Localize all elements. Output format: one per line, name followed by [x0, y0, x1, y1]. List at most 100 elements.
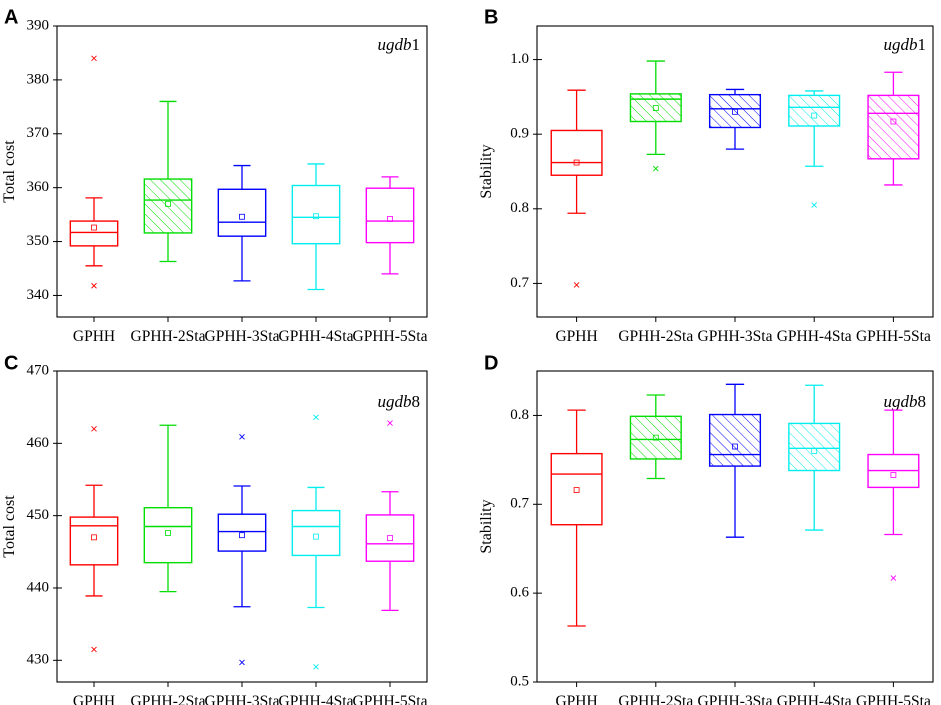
outlier-marker	[91, 646, 97, 653]
outlier-marker	[239, 659, 245, 666]
dataset-number: 8	[918, 392, 927, 411]
y-tick-label: 470	[27, 362, 50, 378]
mean-marker	[573, 159, 580, 166]
mean-marker	[165, 200, 171, 207]
y-tick-label: 430	[27, 652, 50, 668]
outlier-stroke	[387, 420, 393, 426]
x-category-label: GPHH-2Sta	[131, 693, 206, 705]
dataset-name: ugdb	[378, 35, 412, 54]
box-GPHH	[550, 409, 603, 627]
x-category-label: GPHH-5Sta	[353, 693, 428, 705]
x-category-label: GPHH-4Sta	[279, 693, 354, 705]
outlier-stroke	[239, 433, 245, 440]
box-iqr	[708, 413, 762, 467]
box-iqr	[143, 506, 193, 564]
dataset-name: ugdb	[378, 392, 412, 411]
mean-marker	[313, 533, 319, 540]
y-tick-label: 440	[27, 579, 50, 595]
x-category-label: GPHH-4Sta	[279, 328, 354, 345]
y-tick-label: 0.8	[510, 407, 529, 423]
box-GPHH-4Sta	[788, 90, 841, 208]
y-axis-title: Stability	[478, 499, 495, 553]
y-tick-label: 1.0	[510, 51, 529, 67]
mean-marker	[811, 112, 818, 119]
panel-letter: D	[484, 352, 498, 374]
outlier-stroke	[91, 55, 97, 62]
x-category-label: GPHH-2Sta	[131, 328, 206, 345]
outlier-stroke	[573, 282, 580, 288]
x-category-label: GPHH-5Sta	[856, 328, 931, 345]
dataset-annotation: ugdb1	[378, 35, 421, 54]
box-iqr	[69, 220, 119, 247]
box-GPHH-3Sta	[708, 383, 762, 538]
outlier-marker	[313, 663, 319, 670]
mean-marker	[811, 448, 818, 454]
panel-letter: A	[4, 6, 18, 28]
box-GPHH-4Sta	[291, 163, 341, 291]
x-category-label: GPHH	[73, 693, 115, 705]
x-category-label: GPHH-5Sta	[856, 693, 931, 705]
box-iqr	[708, 93, 762, 129]
y-axis-title: Total cost	[1, 495, 18, 558]
dataset-number: 8	[412, 392, 421, 411]
outlier-marker	[91, 55, 97, 62]
dataset-number: 1	[918, 35, 927, 54]
plot-frame	[536, 25, 934, 318]
x-category-label: GPHH	[73, 328, 115, 345]
box-GPHH-4Sta	[788, 384, 841, 531]
mean-marker	[732, 108, 738, 115]
panel-letter: C	[4, 352, 18, 374]
mean-marker	[387, 216, 393, 222]
x-category-label: GPHH-3Sta	[698, 328, 773, 345]
outlier-stroke	[313, 414, 319, 421]
mean-marker	[239, 213, 245, 220]
panel-D: D 0.5 0.6 0.7 0.8 GPHH GPHH-2Sta GPHH-3Sta GPHH-…	[478, 352, 934, 705]
box-iqr	[291, 184, 341, 245]
mean-marker	[313, 213, 319, 220]
outlier-stroke	[91, 282, 97, 289]
panel-letter: B	[484, 6, 498, 28]
box-GPHH-2Sta	[629, 394, 682, 480]
x-category-label: GPHH-4Sta	[777, 328, 852, 345]
y-tick-label: 460	[27, 435, 50, 451]
x-category-label: GPHH-3Sta	[698, 693, 773, 705]
y-tick-label: 450	[27, 507, 50, 523]
mean-marker	[239, 532, 245, 539]
mean-marker	[890, 472, 897, 478]
outlier-stroke	[91, 426, 97, 432]
y-tick-label: 350	[27, 233, 50, 249]
outlier-stroke	[890, 575, 897, 581]
box-GPHH-5Sta	[867, 71, 920, 186]
box-GPHH	[69, 55, 119, 289]
mean-marker	[91, 224, 97, 231]
outlier-stroke	[652, 165, 659, 172]
x-category-label: GPHH	[555, 328, 597, 345]
box-iqr	[291, 509, 341, 557]
box-iqr	[69, 516, 119, 566]
mean-marker	[652, 105, 659, 111]
box-GPHH-2Sta	[143, 100, 193, 263]
mean-marker	[165, 530, 171, 536]
box-iqr	[217, 513, 267, 552]
outlier-marker	[811, 202, 818, 208]
box-GPHH-5Sta	[365, 420, 415, 612]
box-GPHH	[69, 426, 119, 653]
outlier-stroke	[811, 202, 818, 208]
box-GPHH-3Sta	[217, 433, 267, 666]
x-category-label: GPHH-2Sta	[618, 693, 693, 705]
outlier-marker	[239, 433, 245, 440]
x-category-label: GPHH-4Sta	[777, 693, 852, 705]
box-iqr	[365, 187, 415, 244]
y-tick-label: 380	[27, 71, 50, 87]
dataset-annotation: ugdb8	[884, 392, 927, 411]
x-category-label: GPHH-3Sta	[205, 693, 280, 705]
mean-marker	[652, 434, 659, 441]
y-tick-label: 0.7	[510, 275, 529, 291]
outlier-marker	[890, 575, 897, 581]
outlier-stroke	[91, 646, 97, 653]
y-tick-label: 360	[27, 179, 50, 195]
outlier-marker	[387, 420, 393, 426]
box-iqr	[550, 129, 603, 176]
